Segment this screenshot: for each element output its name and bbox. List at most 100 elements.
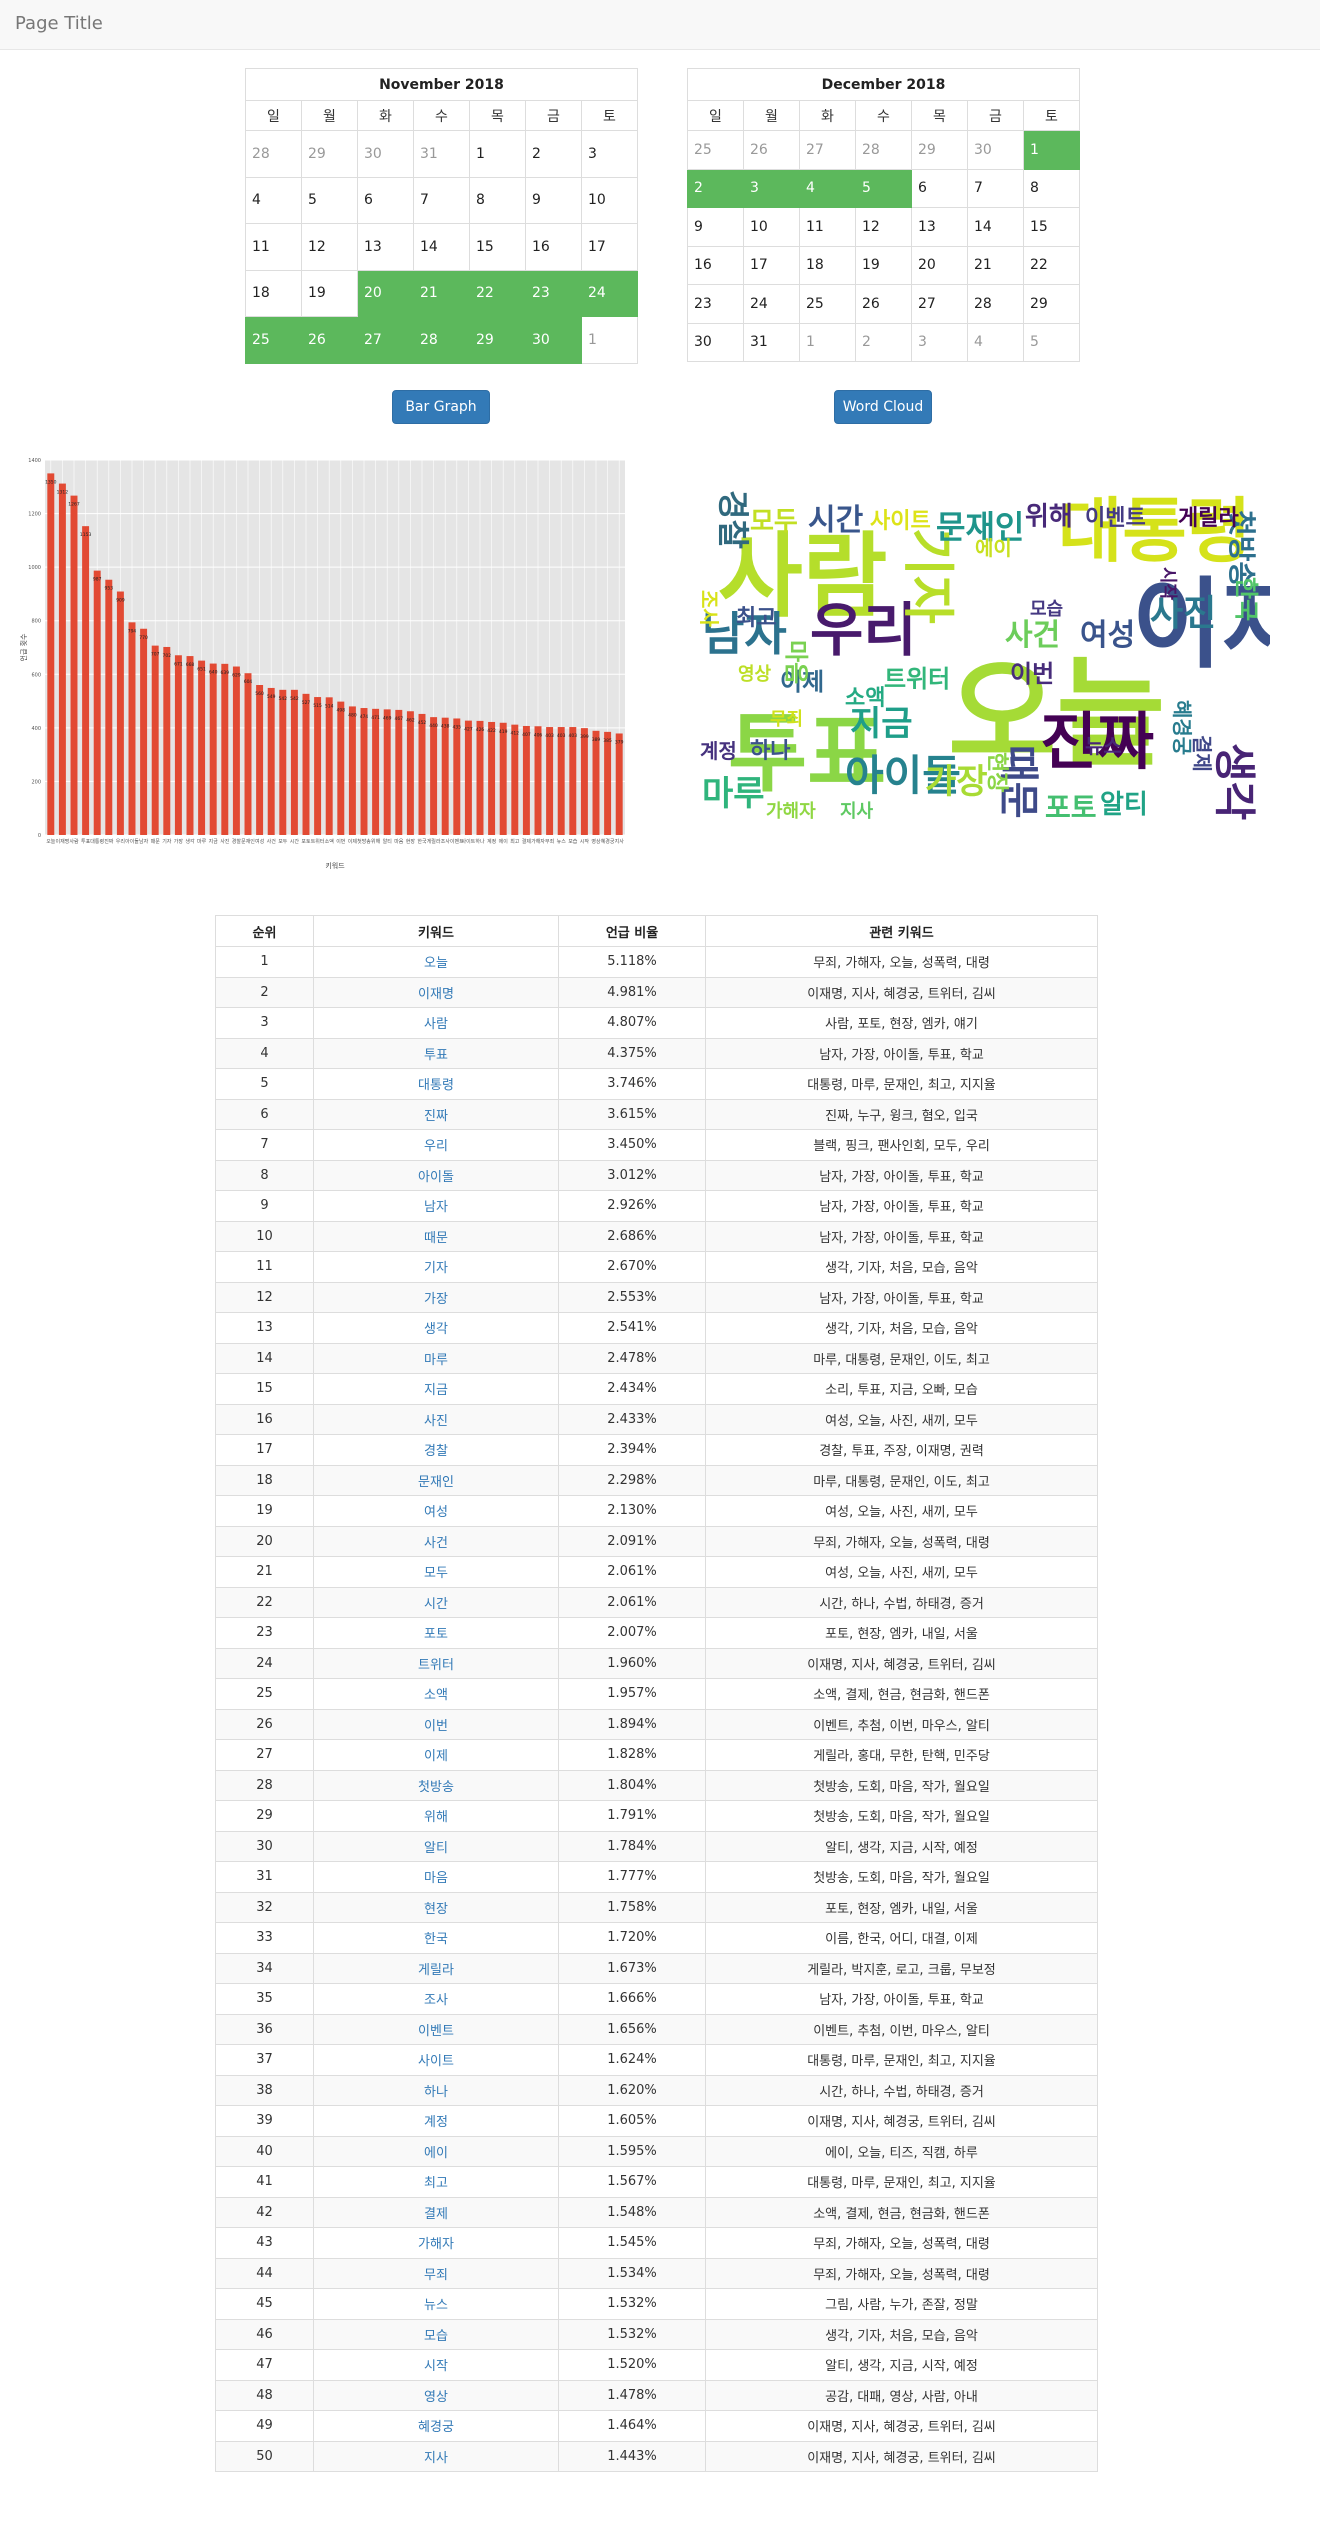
calendar-day[interactable]: 16 [525, 223, 582, 271]
keyword-link[interactable]: 모습 [424, 2328, 448, 2344]
keyword-link[interactable]: 시작 [424, 2359, 448, 2375]
keyword-cell[interactable]: 조사 [313, 1983, 559, 2015]
calendar-day[interactable]: 8 [1023, 168, 1080, 208]
keyword-cell[interactable]: 이제 [313, 1739, 559, 1771]
keyword-cell[interactable]: 사진 [313, 1403, 559, 1435]
calendar-day[interactable]: 26 [301, 316, 358, 364]
calendar-day[interactable]: 27 [911, 284, 968, 324]
keyword-cell[interactable]: 문재인 [313, 1464, 559, 1496]
calendar-day[interactable]: 25 [245, 316, 302, 364]
keyword-cell[interactable]: 시작 [313, 2349, 559, 2381]
calendar-day[interactable]: 31 [413, 130, 470, 178]
calendar-day[interactable]: 12 [855, 207, 912, 247]
calendar-day[interactable]: 9 [687, 207, 744, 247]
keyword-link[interactable]: 기자 [424, 1261, 448, 1277]
calendar-day[interactable]: 7 [413, 176, 470, 224]
keyword-link[interactable]: 사이트 [418, 2054, 454, 2070]
keyword-link[interactable]: 가장 [424, 1291, 448, 1307]
keyword-cell[interactable]: 모두 [313, 1556, 559, 1588]
calendar-day[interactable]: 3 [743, 168, 800, 208]
keyword-cell[interactable]: 무죄 [313, 2257, 559, 2289]
keyword-link[interactable]: 시간 [424, 1596, 448, 1612]
keyword-link[interactable]: 마루 [424, 1352, 448, 1368]
calendar-day[interactable]: 4 [245, 176, 302, 224]
keyword-cell[interactable]: 모습 [313, 2318, 559, 2350]
keyword-link[interactable]: 현장 [424, 1901, 448, 1917]
keyword-cell[interactable]: 생각 [313, 1312, 559, 1344]
keyword-cell[interactable]: 첫방송 [313, 1769, 559, 1801]
calendar-day[interactable]: 5 [1023, 322, 1080, 362]
keyword-link[interactable]: 영상 [424, 2389, 448, 2405]
keyword-link[interactable]: 마음 [424, 1871, 448, 1887]
calendar-day[interactable]: 18 [245, 269, 302, 317]
keyword-link[interactable]: 문재인 [418, 1474, 454, 1490]
calendar-day[interactable]: 29 [469, 316, 526, 364]
calendar-day[interactable]: 2 [855, 322, 912, 362]
keyword-link[interactable]: 경찰 [424, 1444, 448, 1460]
calendar-day[interactable]: 19 [301, 269, 358, 317]
keyword-link[interactable]: 우리 [424, 1139, 448, 1155]
keyword-cell[interactable]: 대통령 [313, 1068, 559, 1100]
calendar-day[interactable]: 25 [687, 130, 744, 170]
keyword-cell[interactable]: 최고 [313, 2166, 559, 2198]
calendar-day[interactable]: 13 [911, 207, 968, 247]
keyword-cell[interactable]: 포토 [313, 1617, 559, 1649]
keyword-link[interactable]: 대통령 [418, 1078, 454, 1094]
keyword-cell[interactable]: 여성 [313, 1495, 559, 1527]
calendar-day[interactable]: 16 [687, 245, 744, 285]
keyword-cell[interactable]: 뉴스 [313, 2288, 559, 2320]
keyword-link[interactable]: 게릴라 [418, 1962, 454, 1978]
keyword-link[interactable]: 생각 [424, 1322, 448, 1338]
page-title[interactable]: Page Title [15, 13, 103, 34]
calendar-day[interactable]: 29 [1023, 284, 1080, 324]
calendar-day[interactable]: 9 [525, 176, 582, 224]
keyword-link[interactable]: 이재명 [418, 986, 454, 1002]
keyword-link[interactable]: 사건 [424, 1535, 448, 1551]
keyword-link[interactable]: 조사 [424, 1993, 448, 2009]
calendar-day[interactable]: 8 [469, 176, 526, 224]
keyword-cell[interactable]: 소액 [313, 1678, 559, 1710]
calendar-day[interactable]: 11 [799, 207, 856, 247]
keyword-cell[interactable]: 시간 [313, 1586, 559, 1618]
keyword-cell[interactable]: 오늘 [313, 946, 559, 978]
keyword-link[interactable]: 뉴스 [424, 2298, 448, 2314]
calendar-day[interactable]: 28 [855, 130, 912, 170]
keyword-link[interactable]: 위해 [424, 1810, 448, 1826]
keyword-link[interactable]: 트위터 [418, 1657, 454, 1673]
calendar-day[interactable]: 18 [799, 245, 856, 285]
calendar-day[interactable]: 27 [357, 316, 414, 364]
keyword-cell[interactable]: 경찰 [313, 1434, 559, 1466]
keyword-link[interactable]: 사람 [424, 1017, 448, 1033]
calendar-day[interactable]: 23 [687, 284, 744, 324]
keyword-cell[interactable]: 계정 [313, 2105, 559, 2137]
calendar-day[interactable]: 10 [581, 176, 638, 224]
keyword-cell[interactable]: 진짜 [313, 1098, 559, 1130]
keyword-cell[interactable]: 에이 [313, 2135, 559, 2167]
keyword-link[interactable]: 계정 [424, 2115, 448, 2131]
keyword-link[interactable]: 지금 [424, 1383, 448, 1399]
calendar-day[interactable]: 17 [743, 245, 800, 285]
calendar-day[interactable]: 14 [967, 207, 1024, 247]
calendar-day[interactable]: 30 [687, 322, 744, 362]
calendar-day[interactable]: 23 [525, 269, 582, 317]
calendar-day[interactable]: 24 [743, 284, 800, 324]
calendar-day[interactable]: 22 [1023, 245, 1080, 285]
keyword-cell[interactable]: 혜경궁 [313, 2410, 559, 2442]
calendar-day[interactable]: 28 [413, 316, 470, 364]
calendar-day[interactable]: 1 [581, 316, 638, 364]
calendar-day[interactable]: 6 [911, 168, 968, 208]
calendar-day[interactable]: 12 [301, 223, 358, 271]
calendar-day[interactable]: 5 [855, 168, 912, 208]
keyword-link[interactable]: 하나 [424, 2084, 448, 2100]
keyword-cell[interactable]: 기자 [313, 1251, 559, 1283]
keyword-cell[interactable]: 위해 [313, 1800, 559, 1832]
calendar-day[interactable]: 29 [301, 130, 358, 178]
keyword-cell[interactable]: 마음 [313, 1861, 559, 1893]
keyword-cell[interactable]: 지사 [313, 2440, 559, 2472]
calendar-day[interactable]: 26 [855, 284, 912, 324]
keyword-link[interactable]: 사진 [424, 1413, 448, 1429]
calendar-day[interactable]: 29 [911, 130, 968, 170]
keyword-link[interactable]: 이번 [424, 1718, 448, 1734]
calendar-day[interactable]: 3 [911, 322, 968, 362]
calendar-day[interactable]: 30 [525, 316, 582, 364]
